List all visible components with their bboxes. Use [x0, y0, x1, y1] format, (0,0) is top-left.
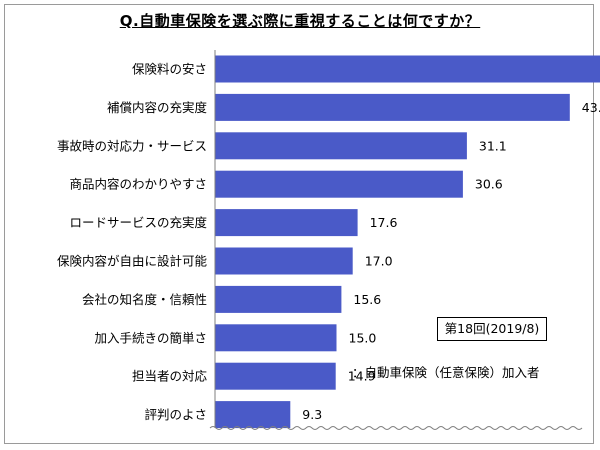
category-label: 加入手続きの簡単さ — [94, 330, 207, 345]
value-label: 15.0 — [349, 330, 377, 345]
category-label: ロードサービスの充実度 — [69, 215, 207, 230]
value-label: 17.6 — [370, 215, 398, 230]
bar — [215, 170, 463, 198]
category-label: 保険内容が自由に設計可能 — [57, 254, 208, 269]
value-label: 14.9 — [348, 369, 376, 384]
category-label: 担当者の対応 — [132, 369, 208, 384]
respondent-note: ：自動車保険（任意保険）加入者 — [352, 365, 540, 380]
category-label: 商品内容のわかりやすさ — [69, 177, 207, 192]
bar — [215, 55, 600, 83]
bar — [215, 401, 291, 429]
bar — [215, 324, 337, 352]
category-label: 会社の知名度・信頼性 — [82, 292, 207, 307]
bar — [215, 247, 353, 275]
value-label: 43.8 — [582, 100, 600, 115]
value-label: 17.0 — [365, 254, 393, 269]
bar — [215, 285, 342, 313]
bar — [215, 93, 570, 121]
value-label: 31.1 — [479, 138, 507, 153]
bar — [215, 209, 358, 237]
bar — [215, 132, 467, 160]
category-label: 事故時の対応力・サービス — [57, 138, 207, 153]
category-label: 保険料の安さ — [132, 62, 207, 77]
value-label: 30.6 — [475, 177, 503, 192]
category-label: 補償内容の充実度 — [107, 100, 208, 115]
survey-period-box: 第18回(2019/8) — [437, 317, 547, 341]
value-label: 15.6 — [353, 292, 381, 307]
axis-break-line — [209, 426, 583, 430]
bar — [215, 362, 336, 390]
value-label: 9.3 — [302, 407, 322, 422]
chart-title: Q.自動車保険を選ぶ際に重視することは何ですか？ — [119, 12, 481, 30]
category-label: 評判のよさ — [144, 407, 207, 422]
